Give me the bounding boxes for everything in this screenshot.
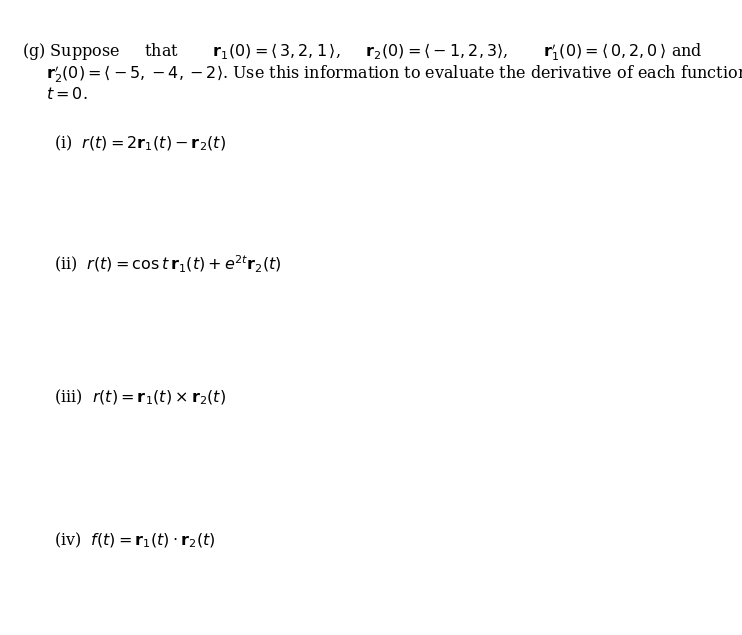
Text: $\mathbf{r}_2^{\prime}(0) =\langle -5, -4, -2 \rangle$. Use this information to : $\mathbf{r}_2^{\prime}(0) =\langle -5, -… — [46, 64, 742, 85]
Text: (g) Suppose     that       $\mathbf{r}_1(0) =\langle\, 3, 2, 1\, \rangle$,     $: (g) Suppose that $\mathbf{r}_1(0) =\lang… — [22, 41, 703, 63]
Text: (iii)  $r(t) = \mathbf{r}_1(t) \times \mathbf{r}_2(t)$: (iii) $r(t) = \mathbf{r}_1(t) \times \ma… — [54, 387, 226, 407]
Text: (i)  $r(t) = 2\mathbf{r}_1(t) - \mathbf{r}_2(t)$: (i) $r(t) = 2\mathbf{r}_1(t) - \mathbf{r… — [54, 133, 226, 153]
Text: (ii)  $r(t) = \cos t\, \mathbf{r}_1(t) + e^{2t}\mathbf{r}_2(t)$: (ii) $r(t) = \cos t\, \mathbf{r}_1(t) + … — [54, 254, 282, 275]
Text: (iv)  $f(t) = \mathbf{r}_1(t) \cdot \mathbf{r}_2(t)$: (iv) $f(t) = \mathbf{r}_1(t) \cdot \math… — [54, 530, 216, 550]
Text: $t = 0$.: $t = 0$. — [46, 86, 88, 103]
